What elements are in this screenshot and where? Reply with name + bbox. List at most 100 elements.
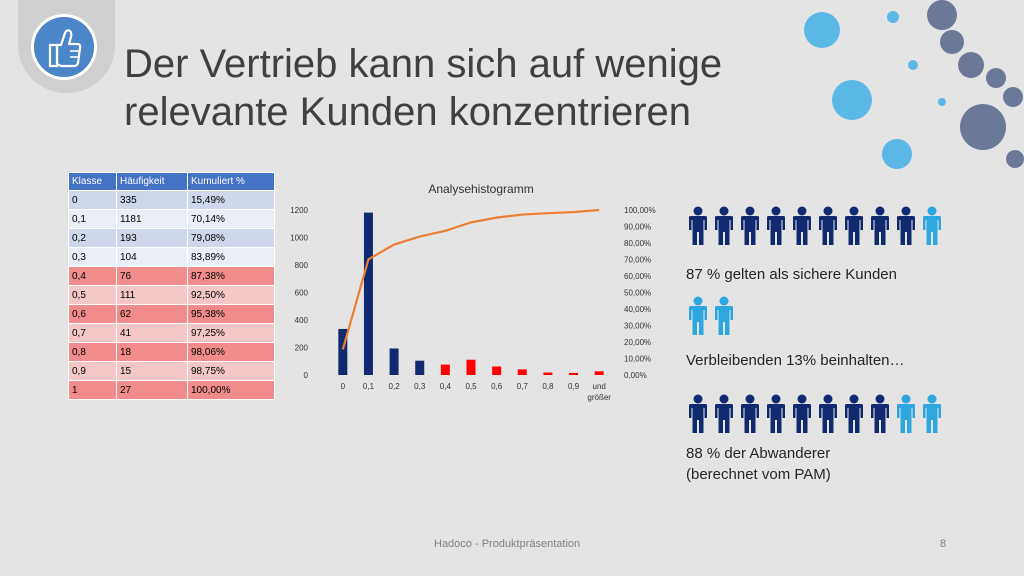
person-icon [715, 296, 733, 335]
table-cell-haeufigkeit: 111 [116, 285, 188, 305]
table-cell-kumuliert: 15,49% [187, 190, 275, 210]
column-header: Kumuliert % [187, 172, 275, 191]
column-header: Häufigkeit [116, 172, 188, 191]
table-row: 0,3 104 83,89% [68, 247, 275, 267]
table-cell-haeufigkeit: 76 [116, 266, 188, 286]
x-tick-label: 0 [341, 382, 346, 391]
frequency-table: Klasse Häufigkeit Kumuliert % 0 335 15,49%… [68, 172, 275, 400]
table-cell-klasse: 0,4 [68, 266, 117, 286]
thumbs-up-icon [31, 14, 97, 80]
table-cell-klasse: 1 [68, 380, 117, 400]
table-cell-haeufigkeit: 193 [116, 228, 188, 248]
chart-bar [440, 364, 450, 375]
person-icon [767, 206, 785, 245]
y2-tick-label: 10,00% [624, 355, 651, 364]
table-cell-haeufigkeit: 1181 [116, 209, 188, 229]
cumulative-line [341, 208, 600, 350]
x-tick-label: 0,8 [542, 382, 554, 391]
table-cell-klasse: 0,9 [68, 361, 117, 381]
people-row-abwanderer [686, 394, 946, 434]
table-row: 0,9 15 98,75% [68, 361, 275, 381]
histogram-chart: Analysehistogramm 0 200 400 600 800 1000 1200 0,… [282, 176, 662, 412]
chart-bar [594, 371, 604, 375]
x-tick-label: 0,6 [491, 382, 503, 391]
y2-tick-label: 0,00% [624, 371, 647, 380]
person-icon [819, 206, 837, 245]
person-icon [715, 206, 733, 245]
page-number: 8 [940, 538, 947, 550]
chart-svg: Analysehistogramm 0 200 400 600 800 1000 1200 0,… [290, 182, 655, 402]
table-cell-haeufigkeit: 27 [116, 380, 188, 400]
person-icon [715, 394, 733, 433]
x-tick-label: 0,7 [517, 382, 529, 391]
person-icon [845, 394, 863, 433]
y-tick-label: 0 [304, 371, 309, 380]
footer-text: Hadoco - Produktpräsentation [434, 538, 581, 550]
person-icon [767, 394, 785, 433]
person-icon [819, 394, 837, 433]
table-row: 0,2 193 79,08% [68, 228, 275, 248]
x-tick-label: und [593, 382, 606, 391]
table-row: 0,6 62 95,38% [68, 304, 275, 324]
chart-bar [517, 369, 527, 375]
group-label: 87 % gelten als sichere Kunden [686, 266, 897, 283]
table-cell-klasse: 0,8 [68, 342, 117, 362]
person-icon [793, 394, 811, 433]
y2-tick-label: 90,00% [624, 223, 651, 232]
y2-tick-label: 60,00% [624, 272, 651, 281]
table-cell-haeufigkeit: 18 [116, 342, 188, 362]
y2-tick-label: 30,00% [624, 322, 651, 331]
x-tick-label: 0,5 [465, 382, 477, 391]
y-tick-label: 600 [295, 289, 309, 298]
table-cell-haeufigkeit: 62 [116, 304, 188, 324]
y-tick-label: 800 [295, 261, 309, 270]
table-row: 0,4 76 87,38% [68, 266, 275, 286]
table-cell-haeufigkeit: 335 [116, 190, 188, 210]
person-icon [689, 394, 707, 433]
x-tick-label: größer [587, 393, 611, 402]
chart-bar [415, 360, 425, 375]
person-icon [689, 206, 707, 245]
x-tick-label: 0,3 [414, 382, 426, 391]
table-cell-klasse: 0,5 [68, 285, 117, 305]
table-row: 0,5 111 92,50% [68, 285, 275, 305]
x-tick-label: 0,1 [363, 382, 375, 391]
y2-tick-label: 40,00% [624, 305, 651, 314]
table-cell-kumuliert: 100,00% [187, 380, 275, 400]
table-cell-kumuliert: 92,50% [187, 285, 275, 305]
table-cell-haeufigkeit: 15 [116, 361, 188, 381]
y2-tick-label: 20,00% [624, 338, 651, 347]
y2-tick-label: 50,00% [624, 289, 651, 298]
person-icon [923, 206, 941, 245]
table-cell-kumuliert: 83,89% [187, 247, 275, 267]
y2-tick-label: 80,00% [624, 239, 651, 248]
chart-bar [389, 348, 399, 375]
table-cell-kumuliert: 98,75% [187, 361, 275, 381]
chart-bar [338, 328, 348, 375]
table-cell-klasse: 0 [68, 190, 117, 210]
person-icon [871, 394, 889, 433]
chart-title: Analysehistogramm [428, 182, 533, 196]
y2-tick-label: 70,00% [624, 256, 651, 265]
chart-bar [492, 366, 502, 375]
table-cell-kumuliert: 97,25% [187, 323, 275, 343]
table-cell-klasse: 0,1 [68, 209, 117, 229]
x-tick-label: 0,4 [440, 382, 452, 391]
person-icon [897, 206, 915, 245]
people-row-verbleibende [686, 296, 738, 336]
table-cell-klasse: 0,2 [68, 228, 117, 248]
people-row-sichere-kunden [686, 206, 946, 246]
table-cell-klasse: 0,3 [68, 247, 117, 267]
table-cell-haeufigkeit: 104 [116, 247, 188, 267]
group-label: Verbleibenden 13% beinhalten… [686, 352, 905, 369]
table-row: 0,7 41 97,25% [68, 323, 275, 343]
person-icon [897, 394, 915, 433]
table-row: 0,1 1181 70,14% [68, 209, 275, 229]
person-icon [923, 394, 941, 433]
table-cell-kumuliert: 70,14% [187, 209, 275, 229]
person-icon [689, 296, 707, 335]
column-header: Klasse [68, 172, 117, 191]
y-tick-label: 400 [295, 316, 309, 325]
table-row: 0 335 15,49% [68, 190, 275, 210]
group-label-line: (berechnet vom PAM) [686, 466, 831, 483]
